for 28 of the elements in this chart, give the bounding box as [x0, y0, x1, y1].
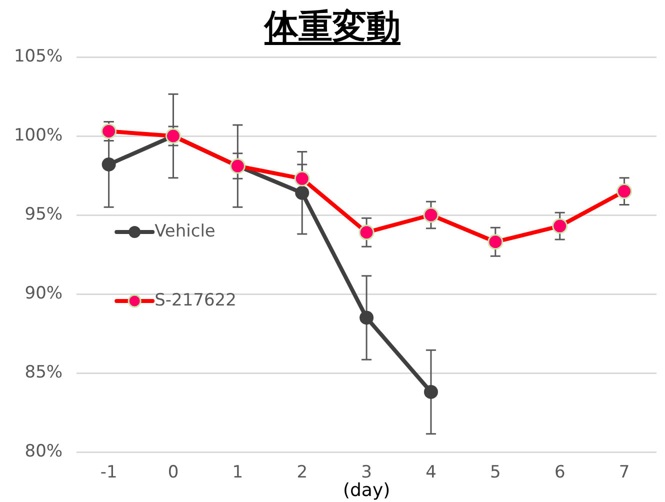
point — [294, 170, 310, 186]
x-tick-label: 6 — [554, 462, 566, 483]
legend-label: Vehicle — [154, 221, 216, 242]
x-tick-label: 4 — [426, 462, 436, 483]
point — [295, 186, 310, 200]
chart-title: 体重変動 — [264, 7, 400, 47]
point — [423, 207, 439, 223]
x-tick-label: 5 — [490, 462, 501, 483]
y-tick-label: 100% — [14, 125, 63, 146]
point — [101, 124, 117, 140]
y-tick-label: 80% — [24, 441, 63, 462]
x-tick-label: 1 — [232, 462, 244, 483]
x-tick-label: 0 — [168, 462, 179, 483]
point — [102, 157, 116, 172]
x-tick-label: 2 — [296, 462, 308, 483]
point — [360, 310, 374, 325]
point — [488, 234, 504, 250]
y-tick-label: 105% — [14, 46, 63, 66]
point — [358, 224, 374, 240]
point — [424, 384, 438, 399]
legend-label: S-217622 — [154, 290, 236, 310]
y-tick-label: 85% — [24, 362, 63, 382]
point — [616, 184, 632, 200]
point — [552, 218, 568, 234]
x-tick-label: -1 — [100, 462, 118, 483]
y-tick-label: 90% — [24, 283, 63, 304]
x-tick-label: 7 — [618, 462, 630, 483]
y-tick-label: 95% — [24, 204, 63, 224]
